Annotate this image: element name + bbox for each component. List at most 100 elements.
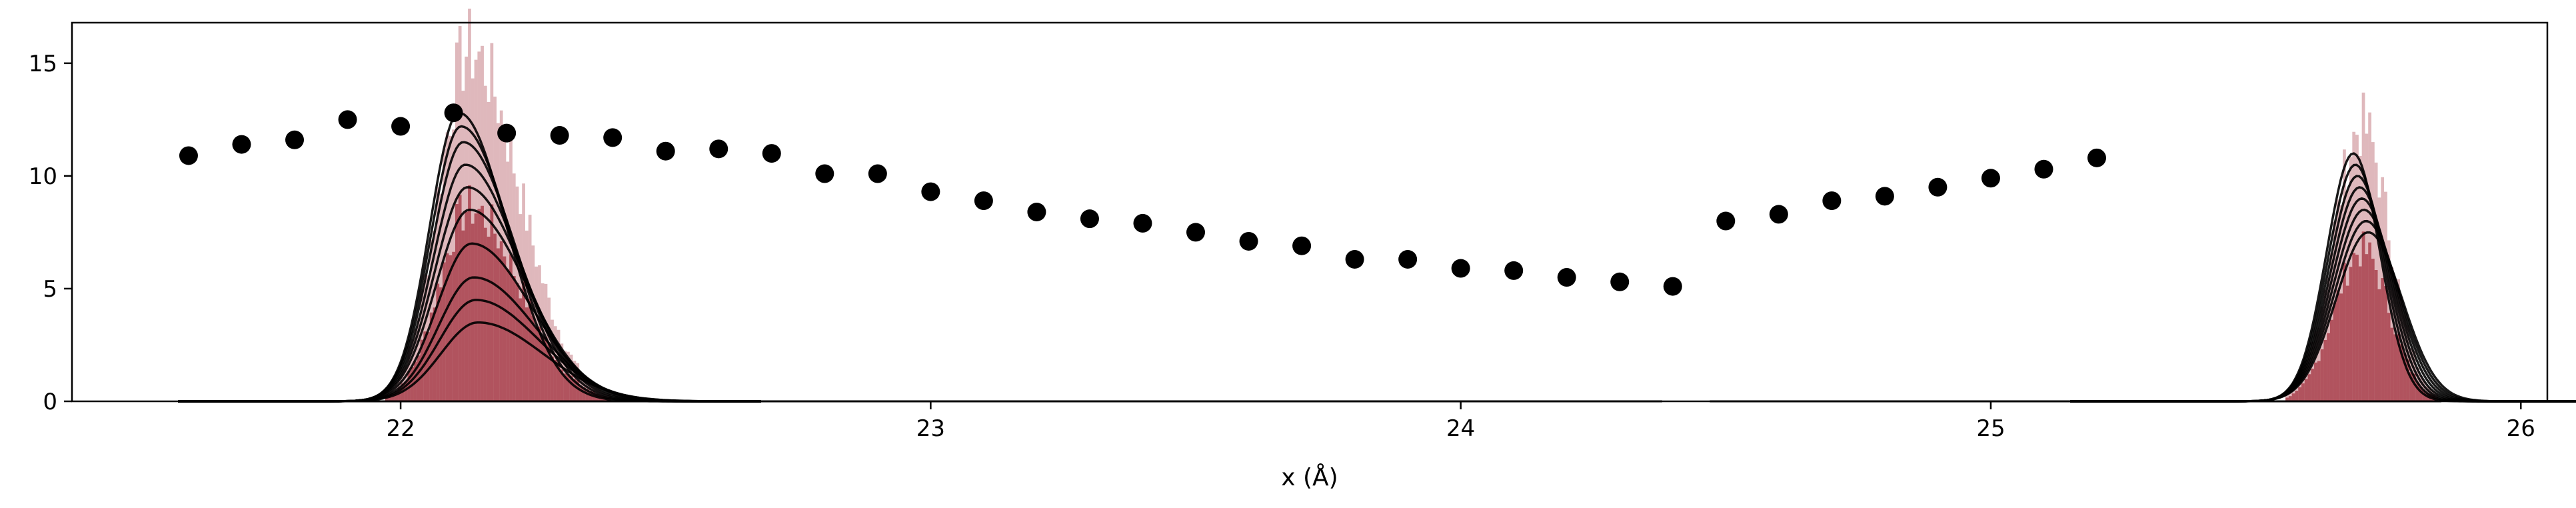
scatter-point (1239, 231, 1258, 251)
histogram-bar (560, 369, 564, 401)
histogram-bar (2399, 344, 2403, 401)
histogram-bar (2339, 293, 2343, 401)
histogram-bar (433, 307, 437, 401)
histogram-bar (2412, 373, 2416, 401)
scatter-point (974, 191, 993, 211)
histogram-bar (461, 230, 465, 401)
scatter-point (1875, 187, 1894, 206)
histogram-bar (506, 269, 510, 401)
histogram-bar (2336, 290, 2340, 401)
axes-layer: 22 23 24 25 26 0 5 10 15 (29, 51, 2535, 442)
histogram-bar (2387, 313, 2391, 401)
scatter-point (497, 123, 517, 143)
histogram-bar (2317, 361, 2321, 401)
histogram-bar (2397, 334, 2400, 401)
histogram-bar (2422, 390, 2426, 401)
x-tick-label: 26 (2507, 415, 2535, 442)
histogram-bar (512, 276, 516, 401)
scatter-point (2087, 148, 2107, 167)
y-tick-label: 15 (29, 51, 57, 77)
scatter-point (921, 182, 940, 201)
histogram-bar (553, 359, 557, 401)
histogram-bar (567, 374, 570, 401)
histogram-layer (385, 8, 2439, 402)
histogram-bar (528, 299, 532, 401)
histogram-bar (395, 391, 399, 401)
histogram-bar (420, 339, 424, 401)
histogram-bar (2320, 349, 2324, 401)
histogram-bar (429, 312, 433, 401)
histogram-bar (483, 227, 487, 401)
histogram-bar (423, 331, 427, 401)
histogram-bar (439, 287, 443, 401)
scatter-point (1345, 250, 1364, 269)
histogram-bar (2333, 302, 2337, 401)
x-tick-label: 25 (1976, 415, 2005, 442)
histogram-bar (477, 209, 481, 401)
scatter-point (1557, 268, 1576, 287)
scatter-point (1292, 236, 1312, 255)
x-tick-label: 22 (386, 415, 415, 442)
histogram-bar (2288, 396, 2292, 401)
histogram-bar (519, 298, 523, 401)
histogram-bar (404, 381, 408, 401)
histogram-bar (538, 326, 541, 401)
histogram-bar (2304, 379, 2308, 401)
scatter-point (1928, 177, 1947, 197)
scatter-point (285, 130, 305, 149)
scatter-point (232, 135, 251, 154)
histogram-bar (2295, 391, 2299, 401)
x-tick-label: 24 (1446, 415, 1475, 442)
histogram-bar (471, 223, 475, 401)
scatter-point (1769, 205, 1788, 224)
histogram-bar (573, 379, 577, 401)
histogram-bar (398, 387, 401, 401)
histogram-bar (585, 389, 589, 401)
histogram-bar (465, 211, 469, 401)
histogram-bar (474, 213, 478, 401)
histogram-bar (481, 205, 484, 401)
histogram-bar (468, 185, 471, 401)
histogram-bar (2409, 372, 2413, 401)
y-tick-label: 0 (43, 389, 57, 415)
histogram-bar (2345, 285, 2349, 401)
histogram-bar (2368, 242, 2371, 401)
histogram-bar (2329, 319, 2333, 401)
histogram-bar (427, 332, 430, 401)
scatter-point (1822, 191, 1842, 211)
histogram-bar (579, 385, 583, 401)
scatter-point (1027, 203, 1046, 221)
histogram-bar (509, 254, 513, 401)
histogram-bar (2361, 231, 2365, 401)
scatter-point (444, 103, 463, 123)
histogram-bar (2358, 266, 2362, 401)
histogram-bar (2349, 267, 2353, 401)
histogram-bar (2285, 397, 2289, 401)
scatter-point (709, 139, 728, 159)
y-tick-label: 5 (43, 276, 57, 303)
scatter-point (656, 141, 675, 161)
histogram-bar (2314, 362, 2317, 401)
histogram-bar (2301, 383, 2305, 401)
histogram-bar (487, 237, 491, 401)
histogram-bar (499, 241, 503, 401)
histogram-bar (458, 195, 462, 401)
scatter-point (1133, 213, 1152, 233)
histogram-bar (2415, 382, 2419, 401)
histogram-bar (2355, 255, 2359, 401)
histogram-bar (2384, 286, 2387, 401)
scatter-point (179, 146, 198, 165)
scatter-point (1398, 250, 1418, 269)
histogram-bar (551, 356, 554, 401)
histogram-bar (541, 336, 545, 401)
scatter-point (1981, 169, 2000, 188)
histogram-bar (493, 233, 497, 401)
scatter-point (1451, 259, 1470, 278)
histogram-bar (2352, 253, 2356, 401)
y-tick-label: 10 (29, 163, 57, 190)
histogram-bar (544, 337, 548, 401)
x-axis-label: x (Å) (1281, 463, 1338, 491)
histogram-bar (563, 373, 567, 401)
scatter-point (338, 110, 357, 129)
